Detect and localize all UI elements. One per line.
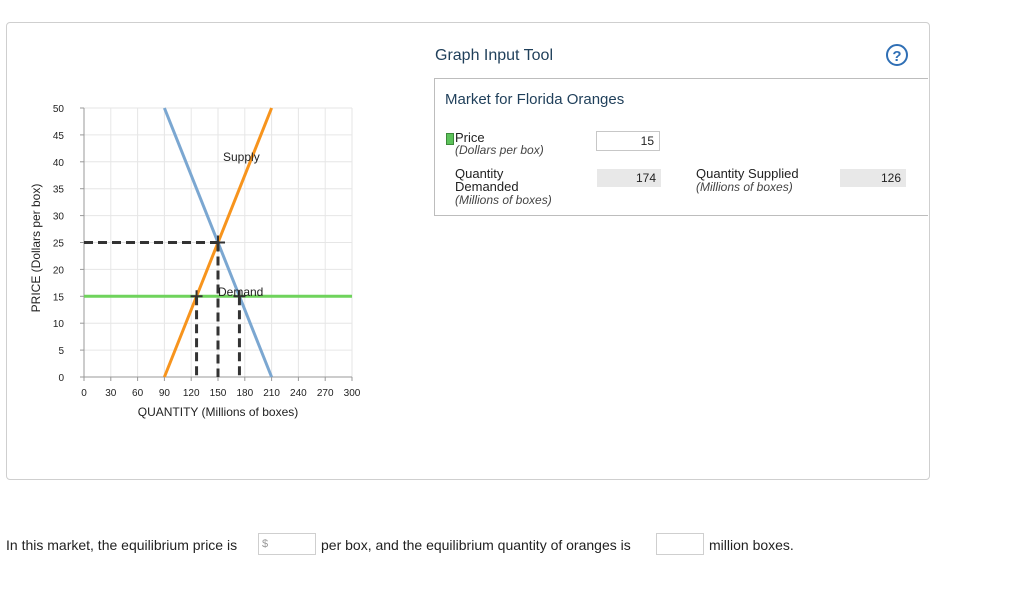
quantity-supplied-value: 126 — [840, 169, 906, 187]
price-point-marker — [233, 290, 246, 303]
question-text-before: In this market, the equilibrium price is — [6, 537, 238, 553]
demand-label: Demand — [218, 285, 263, 299]
x-tick-label: 300 — [344, 388, 361, 399]
quantity-demanded-value: 174 — [597, 169, 661, 187]
price-unit: (Dollars per box) — [455, 143, 544, 157]
y-tick-label: 0 — [58, 373, 64, 384]
quantity-supplied-label: Quantity Supplied — [696, 166, 799, 181]
equilibrium-marker — [211, 235, 225, 250]
equilibrium-price-input[interactable]: $ — [258, 533, 316, 555]
market-input-panel — [434, 78, 928, 216]
y-tick-label: 35 — [53, 185, 65, 196]
price-point-marker — [190, 290, 203, 303]
quantity-demanded-unit: (Millions of boxes) — [455, 193, 552, 207]
y-tick-label: 20 — [53, 265, 65, 276]
y-tick-label: 15 — [53, 292, 65, 303]
equilibrium-quantity-input[interactable] — [656, 533, 704, 555]
x-tick-label: 30 — [105, 388, 117, 399]
price-label: Price — [455, 130, 485, 145]
x-tick-label: 0 — [81, 388, 87, 399]
y-tick-label: 40 — [53, 158, 65, 169]
x-tick-label: 90 — [159, 388, 171, 399]
supply-label: Supply — [223, 150, 260, 164]
y-tick-label: 50 — [53, 104, 65, 115]
y-tick-label: 10 — [53, 319, 65, 330]
quantity-demanded-label-1: Quantity — [455, 166, 504, 181]
x-tick-label: 270 — [317, 388, 334, 399]
x-tick-label: 180 — [236, 388, 253, 399]
price-color-swatch — [446, 133, 454, 145]
x-tick-label: 210 — [263, 388, 280, 399]
y-tick-label: 25 — [53, 239, 65, 250]
x-tick-label: 60 — [132, 388, 144, 399]
x-tick-label: 240 — [290, 388, 307, 399]
x-tick-label: 150 — [210, 388, 227, 399]
x-tick-label: 120 — [183, 388, 200, 399]
quantity-demanded-label-2: Demanded — [455, 179, 519, 194]
y-tick-label: 30 — [53, 212, 65, 223]
question-text-middle: per box, and the equilibrium quantity of… — [321, 537, 631, 553]
market-title: Market for Florida Oranges — [445, 91, 625, 108]
question-icon[interactable]: ? — [886, 44, 908, 66]
x-axis-label: QUANTITY (Millions of boxes) — [138, 405, 298, 419]
price-input[interactable]: 15 — [596, 131, 660, 151]
tool-title: Graph Input Tool — [435, 47, 554, 64]
y-tick-label: 45 — [53, 131, 65, 142]
y-axis-label: PRICE (Dollars per box) — [29, 184, 43, 313]
question-text-after: million boxes. — [709, 537, 794, 553]
y-tick-label: 5 — [58, 346, 64, 357]
graph-panel — [6, 22, 930, 480]
quantity-supplied-unit: (Millions of boxes) — [696, 180, 793, 194]
